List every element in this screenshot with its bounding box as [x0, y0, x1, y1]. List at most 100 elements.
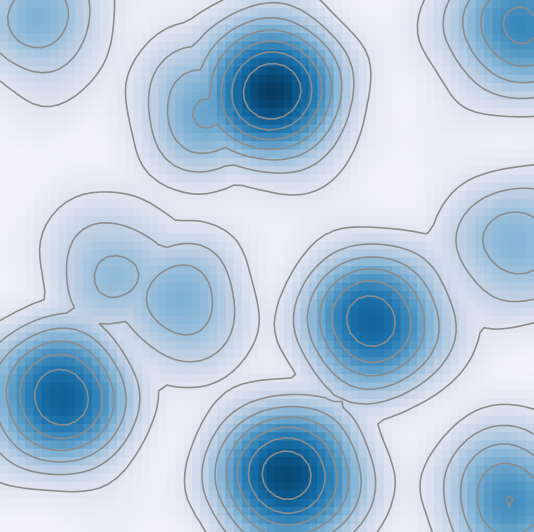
heatmap-cell — [150, 349, 160, 359]
heatmap-cell — [0, 365, 9, 375]
heatmap-cell — [450, 24, 460, 34]
heatmap-cell — [0, 490, 9, 500]
heatmap-cell — [250, 141, 260, 151]
heatmap-cell — [508, 274, 518, 284]
heatmap-cell — [258, 523, 268, 532]
heatmap-cell — [175, 0, 185, 9]
heatmap-cell — [141, 490, 151, 500]
heatmap-cell — [383, 199, 393, 209]
heatmap-cell — [500, 332, 510, 342]
heatmap-cell — [500, 182, 510, 192]
heatmap-cell — [525, 407, 534, 417]
heatmap-cell — [258, 116, 268, 126]
heatmap-cell — [175, 357, 185, 367]
heatmap-cell — [183, 515, 193, 525]
heatmap-cell — [100, 523, 110, 532]
heatmap-cell — [58, 108, 68, 117]
heatmap-cell — [58, 266, 68, 275]
heatmap-cell — [33, 66, 43, 76]
heatmap-cell — [417, 498, 427, 508]
heatmap-cell — [208, 182, 218, 192]
heatmap-cell — [517, 315, 527, 325]
heatmap-cell — [517, 448, 527, 458]
heatmap-cell — [433, 216, 443, 226]
heatmap-cell — [525, 465, 534, 475]
heatmap-cell — [367, 299, 377, 309]
heatmap-cell — [191, 457, 201, 467]
heatmap-cell — [433, 24, 443, 34]
heatmap-cell — [467, 108, 477, 117]
heatmap-cell — [183, 423, 193, 433]
heatmap-cell — [333, 324, 343, 334]
heatmap-cell — [383, 249, 393, 259]
heatmap-cell — [325, 357, 335, 367]
heatmap-cell — [191, 407, 201, 417]
heatmap-cell — [442, 108, 452, 117]
heatmap-cell — [83, 207, 93, 217]
heatmap-cell — [250, 16, 260, 26]
heatmap-cell — [83, 191, 93, 201]
heatmap-cell — [367, 116, 377, 126]
heatmap-cell — [191, 473, 201, 483]
heatmap-cell — [108, 41, 118, 51]
heatmap-cell — [125, 49, 135, 59]
heatmap-cell — [467, 166, 477, 176]
heatmap-cell — [183, 507, 193, 516]
heatmap-cell — [33, 83, 43, 93]
heatmap-cell — [375, 257, 385, 267]
heatmap-cell — [292, 274, 301, 284]
heatmap-cell — [258, 24, 268, 34]
heatmap-cell — [41, 207, 51, 217]
heatmap-cell — [283, 99, 293, 109]
heatmap-cell — [183, 33, 193, 43]
heatmap-cell — [292, 307, 301, 317]
heatmap-cell — [250, 124, 260, 134]
heatmap-cell — [392, 382, 402, 392]
heatmap-cell — [91, 390, 101, 400]
heatmap-cell — [225, 133, 235, 142]
heatmap-cell — [483, 399, 493, 408]
heatmap-cell — [75, 332, 85, 342]
heatmap-cell — [308, 490, 318, 500]
heatmap-cell — [158, 299, 168, 309]
heatmap-cell — [417, 448, 427, 458]
heatmap-cell — [375, 241, 385, 250]
heatmap-cell — [183, 282, 193, 292]
heatmap-cell — [333, 340, 343, 350]
heatmap-cell — [83, 515, 93, 525]
heatmap-cell — [417, 315, 427, 325]
heatmap-cell — [250, 216, 260, 226]
heatmap-cell — [400, 207, 410, 217]
heatmap-cell — [450, 66, 460, 76]
heatmap-cell — [58, 249, 68, 259]
heatmap-cell — [91, 349, 101, 359]
heatmap-cell — [166, 523, 176, 532]
heatmap-cell — [400, 99, 410, 109]
heatmap-cell — [500, 141, 510, 151]
heatmap-cell — [233, 266, 243, 275]
heatmap-cell — [467, 415, 477, 425]
heatmap-cell — [483, 216, 493, 226]
heatmap-cell — [83, 108, 93, 117]
heatmap-cell — [508, 49, 518, 59]
heatmap-cell — [100, 224, 110, 234]
heatmap-cell — [125, 274, 135, 284]
heatmap-cell — [0, 241, 9, 250]
heatmap-cell — [442, 174, 452, 184]
heatmap-cell — [292, 432, 301, 442]
heatmap-cell — [508, 174, 518, 184]
heatmap-cell — [367, 33, 377, 43]
heatmap-cell — [150, 141, 160, 151]
heatmap-cell — [8, 440, 18, 450]
heatmap-cell — [33, 324, 43, 334]
heatmap-cell — [241, 133, 251, 142]
heatmap-cell — [233, 149, 243, 159]
heatmap-cell — [408, 83, 418, 93]
heatmap-cell — [233, 349, 243, 359]
heatmap-cell — [83, 374, 93, 383]
heatmap-cell — [300, 199, 310, 209]
heatmap-cell — [275, 74, 285, 84]
heatmap-cell — [133, 365, 143, 375]
heatmap-cell — [358, 74, 368, 84]
heatmap-cell — [425, 440, 435, 450]
